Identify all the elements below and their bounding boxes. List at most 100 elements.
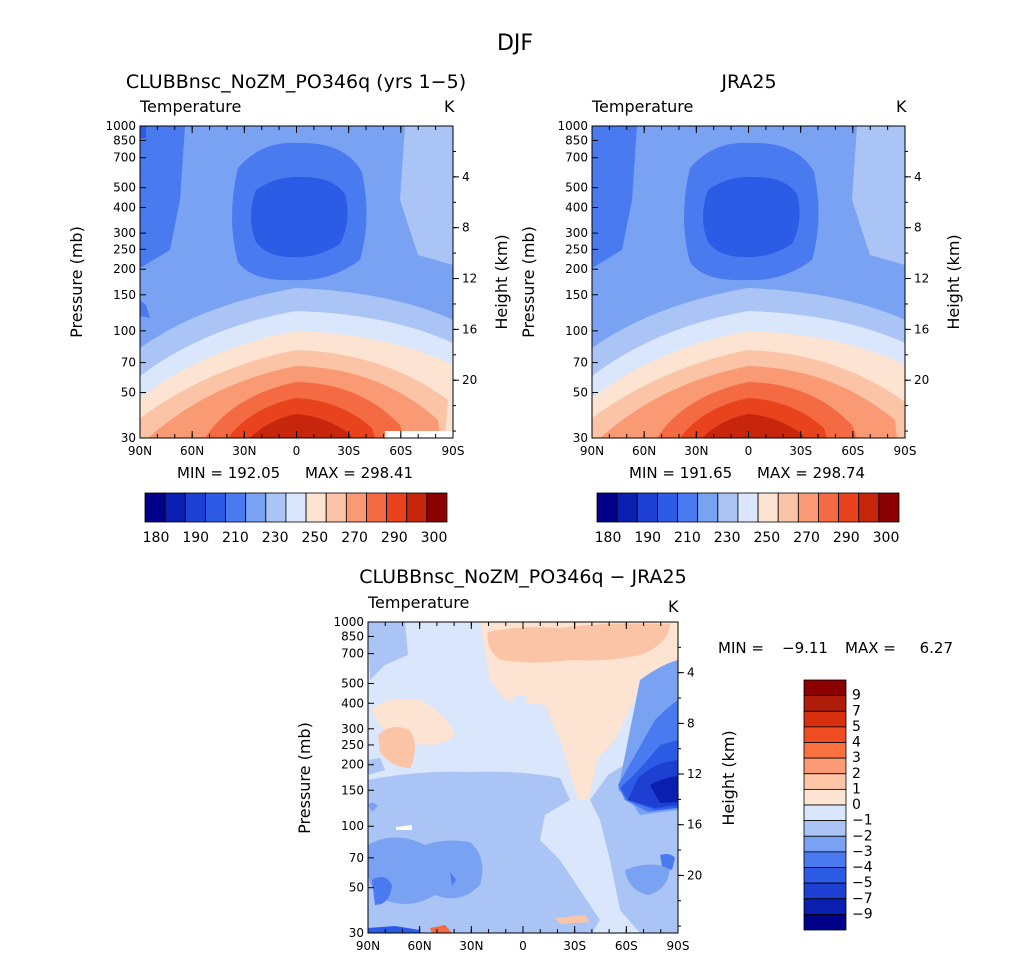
colorbar-swatch (426, 492, 448, 523)
colorbar-swatch (858, 492, 880, 523)
colorbar-swatch (325, 492, 347, 523)
panel-diff-field-contours (368, 622, 678, 933)
colorbar-swatch (225, 492, 247, 523)
pressure-tick-label: 200 (113, 262, 136, 276)
pressure-tick-label: 400 (113, 201, 136, 215)
colorbar-label: −4 (852, 860, 873, 876)
colorbar-label: 5 (852, 719, 861, 735)
latitude-tick-label: 60S (841, 444, 864, 458)
pressure-tick-label: 30 (349, 926, 364, 940)
panel-diff-field: Temperature (367, 593, 469, 612)
colorbar-swatch (697, 492, 719, 523)
height-tick-label: 20 (462, 373, 477, 387)
height-tick-label: 4 (914, 170, 922, 184)
colorbar-swatch (803, 851, 847, 868)
latitude-tick-label: 30N (684, 444, 708, 458)
pressure-tick-label: 250 (565, 242, 588, 256)
pressure-tick-label: 700 (341, 647, 364, 661)
colorbar-label: 7 (852, 703, 861, 719)
pressure-tick-label: 700 (565, 151, 588, 165)
height-tick-label: 12 (914, 272, 929, 286)
panel-obs-field: Temperature (591, 97, 693, 116)
panel-model-field: Temperature (139, 97, 241, 116)
colorbar-swatch (164, 492, 186, 523)
colorbar-swatch (305, 492, 327, 523)
colorbar-swatch (803, 820, 847, 837)
pressure-tick-label: 700 (113, 151, 136, 165)
height-tick-label: 8 (914, 221, 922, 235)
latitude-tick-label: 30S (337, 444, 360, 458)
pressure-tick-label: 850 (113, 133, 136, 147)
colorbar-swatch (366, 492, 388, 523)
latitude-tick-label: 60S (389, 444, 412, 458)
panel-diff-y2label: Height (km) (719, 730, 738, 825)
colorbar-swatch (204, 492, 226, 523)
pressure-tick-label: 50 (121, 386, 136, 400)
colorbar-label: 250 (753, 530, 780, 546)
panel-obs-y2label: Height (km) (944, 234, 963, 329)
figure-title: DJF (497, 31, 533, 56)
height-tick-label: 16 (914, 322, 929, 336)
pressure-tick-label: 250 (113, 242, 136, 256)
panel-model-axes: 305070100150200250300400500700850100090N… (105, 119, 477, 458)
colorbar-label: 9 (852, 688, 861, 704)
panel-model-y2label: Height (km) (492, 234, 511, 329)
colorbar-swatch (777, 492, 799, 523)
colorbar-label: 210 (674, 530, 701, 546)
pressure-tick-label: 150 (341, 783, 364, 797)
colorbar-swatch (757, 492, 779, 523)
pressure-tick-label: 1000 (557, 119, 588, 133)
colorbar-label: −7 (852, 891, 873, 907)
latitude-tick-label: 60N (632, 444, 656, 458)
panel-obs-min: MIN = 191.65 (629, 464, 732, 482)
colorbar-label: 210 (222, 530, 249, 546)
pressure-tick-label: 500 (565, 181, 588, 195)
pressure-tick-label: 850 (341, 629, 364, 643)
colorbar-swatch (803, 742, 847, 759)
panel-obs-colorbar: 180 190 210 230 250 270 290 300 (595, 492, 900, 546)
panel-diff-units: K (668, 597, 679, 616)
colorbar-label: −5 (852, 875, 873, 891)
colorbar-label: 2 (852, 766, 861, 782)
colorbar-swatch (245, 492, 267, 523)
colorbar-label: −1 (852, 813, 873, 829)
pressure-tick-label: 1000 (333, 615, 364, 629)
colorbar-swatch (878, 492, 900, 523)
pressure-tick-label: 250 (341, 738, 364, 752)
pressure-tick-label: 500 (341, 676, 364, 690)
pressure-tick-label: 400 (565, 201, 588, 215)
panel-model-min: MIN = 192.05 (177, 464, 280, 482)
latitude-tick-label: 60N (180, 444, 204, 458)
latitude-tick-label: 60S (615, 939, 638, 953)
latitude-tick-label: 90S (442, 444, 465, 458)
colorbar-swatch (803, 695, 847, 712)
colorbar-swatch (803, 773, 847, 790)
pressure-tick-label: 50 (349, 881, 364, 895)
pressure-tick-label: 300 (113, 226, 136, 240)
colorbar-label: 180 (595, 530, 622, 546)
panel-diff-max-label: MAX = (845, 639, 896, 657)
panel-diff-title: CLUBBnsc_NoZM_PO346q − JRA25 (359, 566, 686, 588)
pressure-tick-label: 500 (113, 181, 136, 195)
latitude-tick-label: 30N (232, 444, 256, 458)
panel-model-units: K (444, 97, 455, 116)
colorbar-label: −9 (852, 906, 873, 922)
panel-diff: CLUBBnsc_NoZM_PO346q − JRA25 Temperature… (295, 566, 953, 953)
colorbar-swatch (596, 492, 618, 523)
colorbar-label: 180 (143, 530, 170, 546)
colorbar-label: 230 (262, 530, 289, 546)
colorbar-label: 3 (852, 750, 861, 766)
colorbar-swatch (797, 492, 819, 523)
height-tick-label: 16 (687, 818, 702, 832)
panel-obs-units: K (896, 97, 907, 116)
colorbar-swatch (803, 726, 847, 743)
pressure-tick-label: 200 (341, 758, 364, 772)
panel-model-title: CLUBBnsc_NoZM_PO346q (yrs 1−5) (126, 71, 466, 93)
colorbar-label: 190 (182, 530, 209, 546)
panel-model-max: MAX = 298.41 (305, 464, 413, 482)
colorbar-swatch (803, 710, 847, 728)
latitude-tick-label: 90N (356, 939, 380, 953)
panel-diff-max-value: 6.27 (920, 639, 953, 657)
height-tick-label: 8 (687, 716, 695, 730)
